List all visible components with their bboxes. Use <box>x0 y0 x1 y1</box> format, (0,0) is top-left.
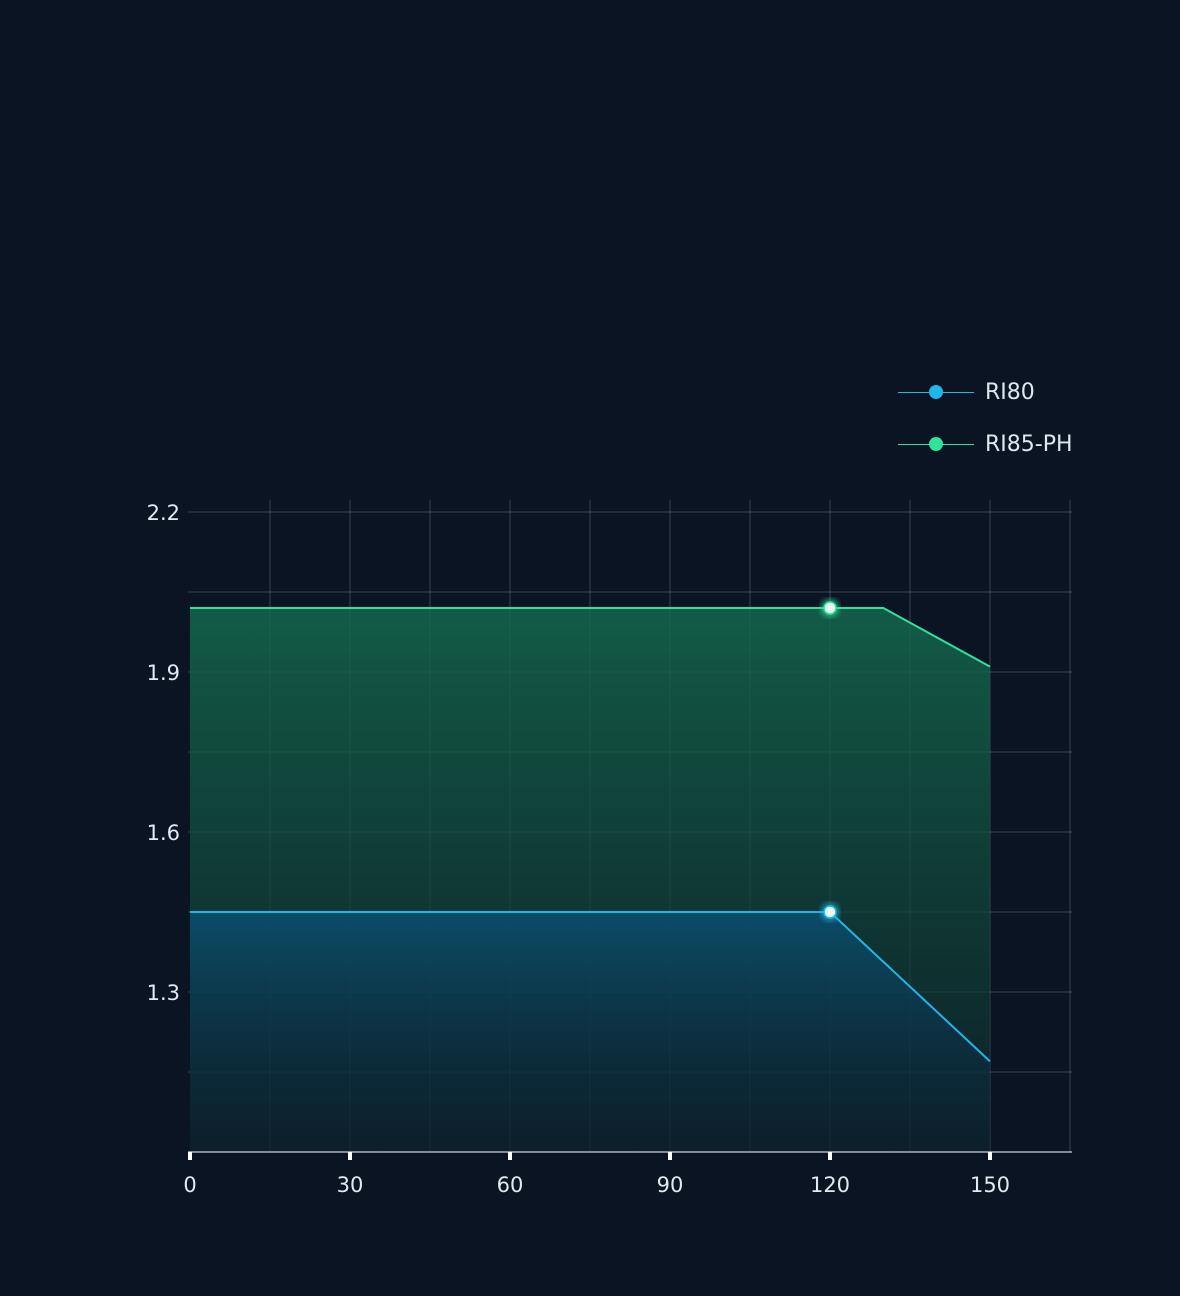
data-point-marker <box>823 905 837 919</box>
area-ri80 <box>190 912 990 1152</box>
legend: RI80 RI85-PH <box>898 366 1073 470</box>
legend-item-ri80[interactable]: RI80 <box>898 348 1073 418</box>
legend-item-ri85-ph[interactable]: RI85-PH <box>898 400 1073 470</box>
x-tick-mark <box>188 1152 192 1160</box>
y-tick-label: 1.6 <box>147 821 180 845</box>
y-tick-label: 1.9 <box>147 661 180 685</box>
legend-label: RI85-PH <box>985 431 1073 457</box>
x-tick-mark <box>668 1152 672 1160</box>
x-tick-mark <box>828 1152 832 1160</box>
x-tick-label: 150 <box>970 1173 1010 1197</box>
y-tick-label: 1.3 <box>147 981 180 1005</box>
legend-label: RI80 <box>985 379 1035 405</box>
line-ri85-ph <box>190 607 991 668</box>
x-tick-label: 120 <box>810 1173 850 1197</box>
x-tick-mark <box>508 1152 512 1160</box>
x-tick-mark <box>988 1152 992 1160</box>
x-tick-label: 60 <box>497 1173 524 1197</box>
areas <box>190 608 990 1152</box>
legend-line-icon <box>898 436 974 451</box>
lines <box>190 599 991 1063</box>
y-tick-label: 2.2 <box>147 501 180 525</box>
x-tick-label: 90 <box>657 1173 684 1197</box>
legend-line-icon <box>898 384 974 399</box>
legend-dot-icon <box>929 436 943 451</box>
x-tick-label: 30 <box>337 1173 364 1197</box>
x-tick-label: 0 <box>183 1173 196 1197</box>
axes: 0 30 60 90 120 150 2.2 1.9 1.6 1.3 <box>147 501 1072 1197</box>
data-point-marker <box>823 601 837 615</box>
legend-dot-icon <box>929 384 943 399</box>
x-tick-mark <box>348 1152 352 1160</box>
